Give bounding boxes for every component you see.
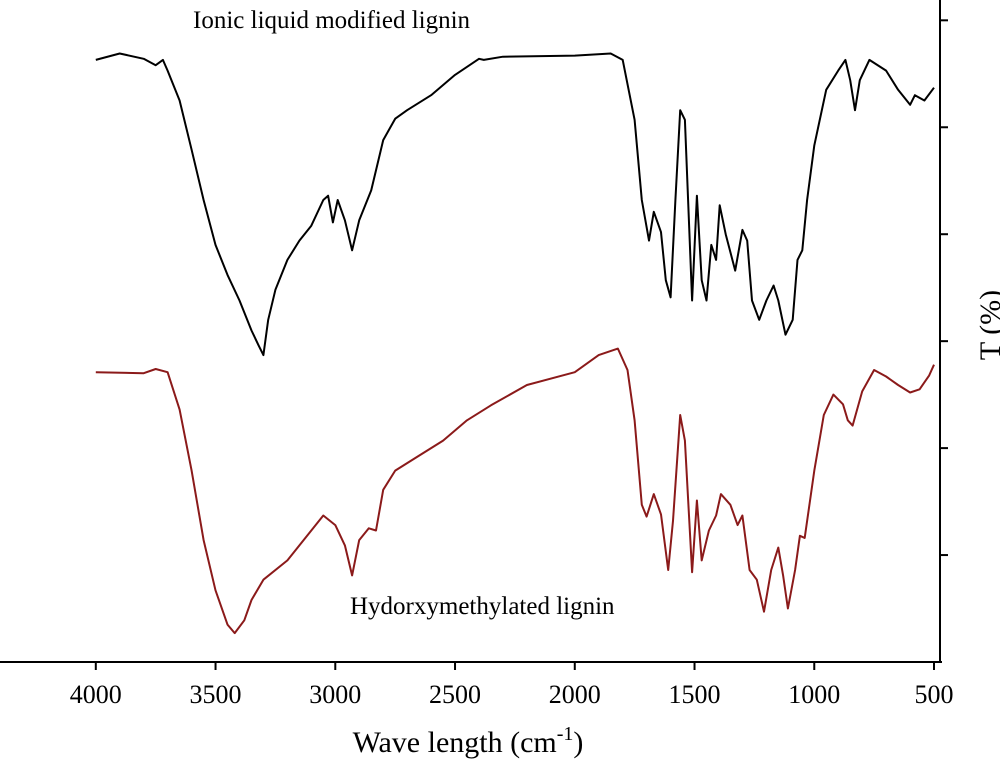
x-tick-label: 2500 <box>429 680 481 709</box>
y-axis-title: T (%) <box>974 290 1000 360</box>
spectrum-line <box>95 347 935 635</box>
spectrum-line <box>95 52 935 357</box>
series-label: Ionic liquid modified lignin <box>193 7 471 34</box>
x-title-close: ) <box>573 726 583 759</box>
x-tick-label: 1000 <box>788 680 840 709</box>
x-tick-label: 4000 <box>70 680 122 709</box>
x-tick-label: 1500 <box>669 680 721 709</box>
x-title-text: Wave length (cm <box>353 726 557 759</box>
series-label: Hydorxymethylated lignin <box>350 593 615 620</box>
x-tick-label: 3500 <box>190 680 242 709</box>
x-tick-label: 500 <box>915 680 954 709</box>
x-title-sup: -1 <box>557 723 574 745</box>
x-tick-label: 3000 <box>309 680 361 709</box>
x-axis-title: Wave length (cm-1) <box>353 723 584 759</box>
x-tick-label: 2000 <box>549 680 601 709</box>
